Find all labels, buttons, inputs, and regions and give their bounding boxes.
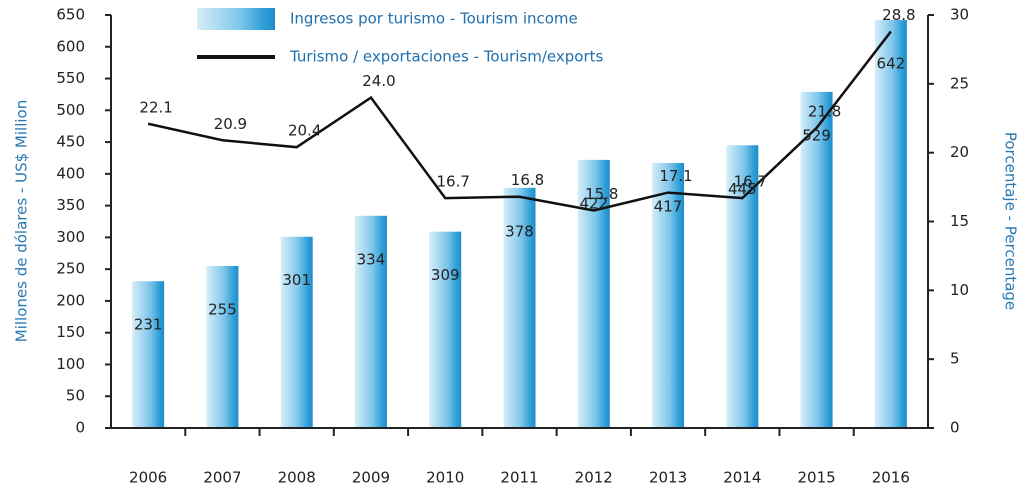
y-tick-label: 450 xyxy=(56,133,85,151)
y-axis-label: Millones de dólares - US$ Million xyxy=(13,100,31,342)
y2-axis-label: Porcentaje - Percentage xyxy=(1002,132,1020,310)
y2-tick-label: 25 xyxy=(950,74,969,92)
y2-tick-label: 10 xyxy=(950,281,969,299)
bar-value-label: 642 xyxy=(877,55,906,73)
line-value-label: 16.8 xyxy=(511,171,544,189)
bar-value-label: 445 xyxy=(728,180,757,198)
y-tick-label: 250 xyxy=(56,260,85,278)
y-tick-label: 550 xyxy=(56,69,85,87)
bar xyxy=(652,163,685,428)
bar xyxy=(429,231,462,428)
bar-value-label: 417 xyxy=(654,198,683,216)
y-tick-label: 350 xyxy=(56,196,85,214)
bar xyxy=(874,20,907,429)
y-tick-label: 0 xyxy=(75,419,85,437)
bar-value-label: 529 xyxy=(802,126,831,144)
line-value-label: 20.9 xyxy=(214,115,247,133)
x-tick-label: 2012 xyxy=(575,469,613,487)
y-tick-label: 50 xyxy=(66,387,85,405)
y-tick-label: 100 xyxy=(56,355,85,373)
x-tick-label: 2008 xyxy=(278,469,316,487)
x-tick-label: 2006 xyxy=(129,469,167,487)
bar-value-label: 231 xyxy=(134,316,163,334)
bar-value-label: 334 xyxy=(357,250,386,268)
y2-tick-label: 15 xyxy=(950,212,969,230)
bar-value-label: 422 xyxy=(579,194,608,212)
line xyxy=(147,30,892,212)
legend-swatch xyxy=(197,8,275,30)
y-tick-label: 500 xyxy=(56,101,85,119)
line-value-label: 15.8 xyxy=(585,185,618,203)
bar xyxy=(132,281,165,428)
line-value-label: 21.8 xyxy=(808,102,841,120)
bar xyxy=(206,265,239,428)
bar-value-label: 301 xyxy=(282,271,311,289)
x-tick-label: 2009 xyxy=(352,469,390,487)
legend-label: Ingresos por turismo - Tourism income xyxy=(290,10,578,28)
y2-tick-label: 20 xyxy=(950,143,969,161)
x-tick-label: 2011 xyxy=(500,469,538,487)
x-tick-label: 2014 xyxy=(723,469,761,487)
y2-tick-label: 5 xyxy=(950,350,960,368)
line-value-label: 24.0 xyxy=(362,72,395,90)
line-value-label: 16.7 xyxy=(437,173,470,191)
y-tick-label: 400 xyxy=(56,164,85,182)
x-tick-label: 2015 xyxy=(797,469,835,487)
bar-value-label: 378 xyxy=(505,222,534,240)
line-value-label: 28.8 xyxy=(882,6,915,24)
y2-tick-label: 0 xyxy=(950,419,960,437)
bar xyxy=(503,187,536,428)
bar xyxy=(800,91,833,429)
x-tick-label: 2013 xyxy=(649,469,687,487)
bar xyxy=(726,145,759,428)
y-tick-label: 150 xyxy=(56,323,85,341)
y-tick-label: 600 xyxy=(56,37,85,55)
y-tick-label: 200 xyxy=(56,291,85,309)
bar-value-label: 309 xyxy=(431,266,460,284)
y2-tick-label: 30 xyxy=(950,6,969,24)
line-value-label: 20.4 xyxy=(288,122,321,140)
y-tick-label: 300 xyxy=(56,228,85,246)
legend-label: Turismo / exportaciones - Tourism/export… xyxy=(289,48,603,66)
line-value-label: 17.1 xyxy=(659,167,692,185)
bar xyxy=(354,215,387,428)
x-tick-label: 2010 xyxy=(426,469,464,487)
bar-value-label: 255 xyxy=(208,300,237,318)
x-tick-label: 2007 xyxy=(203,469,241,487)
bar xyxy=(577,159,610,429)
line-value-label: 16.7 xyxy=(734,173,767,191)
x-tick-label: 2016 xyxy=(872,469,910,487)
y-tick-label: 650 xyxy=(56,6,85,24)
bar xyxy=(280,236,313,428)
line-value-label: 22.1 xyxy=(139,98,172,116)
